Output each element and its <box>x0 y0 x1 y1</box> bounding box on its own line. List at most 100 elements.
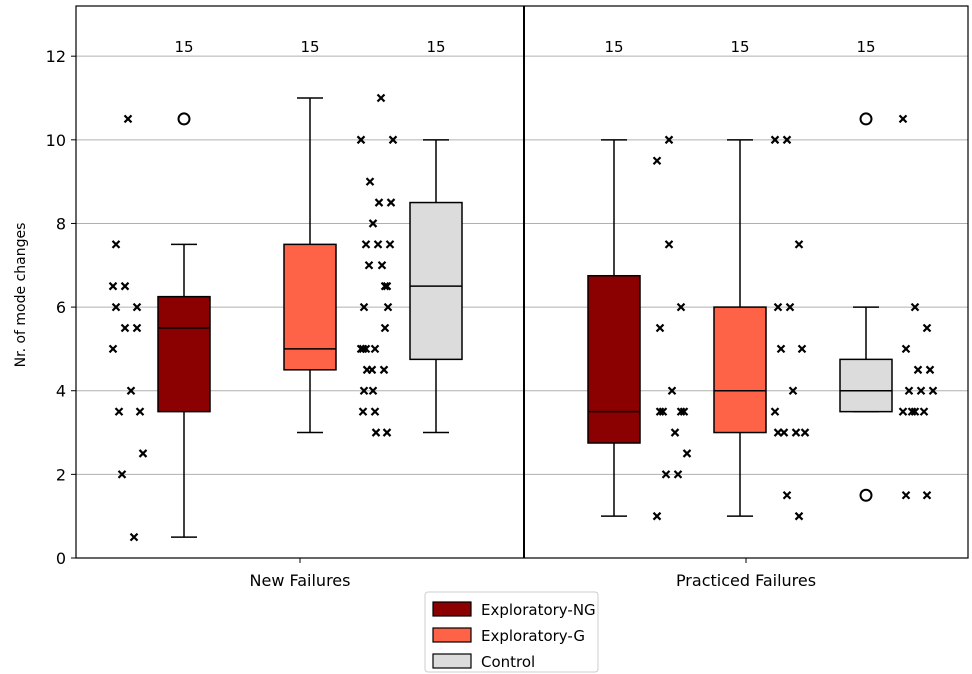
gridlines <box>76 55 968 475</box>
data-point <box>655 323 665 333</box>
data-point <box>120 323 130 333</box>
legend: Exploratory-NG Exploratory-G Control <box>424 591 599 673</box>
data-point <box>676 302 686 312</box>
data-point <box>377 260 387 270</box>
outlier-point <box>859 112 873 126</box>
data-point <box>373 240 383 249</box>
data-point <box>380 281 390 291</box>
count-label: 15 <box>730 38 749 56</box>
x-tick-label: Practiced Failures <box>676 571 816 590</box>
box-exploratory-g: 15 <box>283 38 398 437</box>
y-axis: 0 2 4 6 8 10 12 <box>46 47 76 568</box>
data-point <box>358 407 368 416</box>
y-tick-label: 12 <box>46 47 66 66</box>
data-point <box>910 407 920 416</box>
data-point <box>770 135 780 145</box>
data-point <box>898 407 908 416</box>
data-point <box>370 407 380 416</box>
data-point <box>919 407 929 416</box>
y-tick-label: 8 <box>56 214 66 233</box>
data-point <box>386 198 396 207</box>
box-control: 15 <box>356 38 463 437</box>
data-point <box>114 407 124 416</box>
iqr-box <box>713 306 767 434</box>
legend-swatch <box>432 627 472 643</box>
box-exploratory-ng: 15 <box>108 38 211 542</box>
count-label: 15 <box>856 38 875 56</box>
data-point <box>667 386 677 396</box>
data-point <box>658 407 668 416</box>
data-point <box>901 490 911 500</box>
data-point <box>907 407 917 416</box>
data-point <box>362 365 372 375</box>
data-point <box>794 511 804 521</box>
data-point <box>922 323 932 333</box>
data-point <box>111 240 121 249</box>
data-point <box>676 407 686 416</box>
count-label: 15 <box>174 38 193 56</box>
count-label: 15 <box>604 38 623 56</box>
data-point <box>358 344 368 354</box>
data-point <box>922 490 932 500</box>
x-axis: New Failures Practiced Failures <box>250 558 816 590</box>
data-point <box>365 177 375 186</box>
data-point <box>379 365 389 375</box>
data-point <box>117 470 127 479</box>
data-point <box>901 344 911 354</box>
data-point <box>370 344 380 354</box>
iqr-box <box>157 295 211 413</box>
data-point <box>770 407 780 416</box>
data-point <box>120 281 130 291</box>
data-point <box>132 302 142 312</box>
data-point <box>368 386 378 396</box>
data-point <box>652 511 662 521</box>
data-point <box>898 114 908 124</box>
data-point <box>123 114 133 124</box>
x-tick-label: New Failures <box>250 571 351 590</box>
data-point <box>773 302 783 312</box>
data-point <box>388 135 398 145</box>
data-point <box>129 532 139 542</box>
y-tick-label: 2 <box>56 465 66 484</box>
iqr-box <box>839 358 893 413</box>
count-label: 15 <box>426 38 445 56</box>
legend-label: Exploratory-NG <box>481 601 596 619</box>
data-point <box>364 260 374 270</box>
data-point <box>916 386 926 396</box>
y-axis-label: Nr. of mode changes <box>13 223 29 368</box>
count-label: 15 <box>300 38 319 56</box>
plot-frame <box>75 5 969 559</box>
data-point <box>794 240 804 249</box>
y-tick-label: 4 <box>56 382 66 401</box>
data-point <box>368 219 378 228</box>
data-point <box>108 281 118 291</box>
data-point <box>679 407 689 416</box>
box-exploratory-ng: 15 <box>587 38 692 521</box>
data-point <box>382 428 392 437</box>
data-point <box>797 344 807 354</box>
data-point <box>382 281 392 291</box>
data-point <box>773 428 783 437</box>
data-point <box>380 323 390 333</box>
data-point <box>376 93 386 103</box>
box-control: 15 <box>839 38 938 502</box>
outlier-point <box>859 488 873 502</box>
legend-swatch <box>432 653 472 669</box>
data-point <box>135 407 145 416</box>
plot-area: 15 15 15 15 15 15 <box>108 38 938 542</box>
data-point <box>800 428 810 437</box>
data-point <box>682 449 692 458</box>
iqr-box <box>409 201 463 361</box>
legend-swatch <box>432 601 472 617</box>
data-point <box>785 302 795 312</box>
data-point <box>673 470 683 479</box>
data-point <box>782 490 792 500</box>
data-point <box>782 135 792 145</box>
data-point <box>111 302 121 312</box>
data-point <box>664 135 674 145</box>
box-exploratory-g: 15 <box>713 38 810 521</box>
data-point <box>356 135 366 145</box>
data-point <box>913 365 923 375</box>
legend-label: Exploratory-G <box>481 627 585 645</box>
